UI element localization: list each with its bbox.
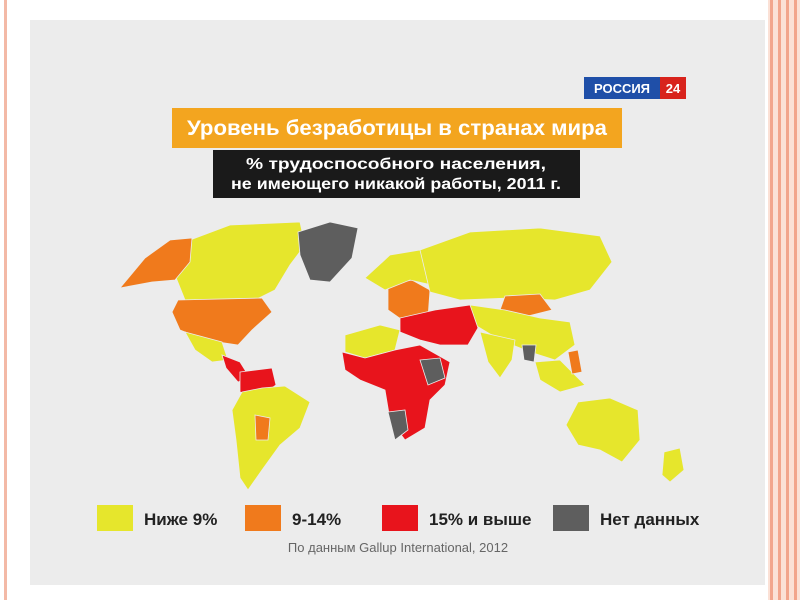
legend-label: Нет данных [600,510,700,529]
legend-swatch [553,505,589,531]
new-zealand [661,447,685,483]
bolivia [254,414,271,441]
logo-number: 24 [666,81,681,96]
subtitle-line: % трудоспособного населения, [246,156,546,173]
philippines [567,349,583,375]
logo-name: РОССИЯ [594,81,650,96]
legend: Ниже 9% 9-14% 15% и выше Нет данных [97,505,700,531]
india [479,331,516,379]
greenland [297,221,359,283]
left-border [4,0,7,600]
legend-label: 15% и выше [429,510,532,529]
title-banner [172,108,622,148]
alaska [118,237,193,289]
source: По данным Gallup International, 2012 [288,540,508,555]
horn-of-africa [419,357,446,386]
middle-east [399,304,479,346]
legend-swatch [382,505,418,531]
russia [419,227,613,301]
mexico [184,331,229,363]
title: Уровень безработицы в странах мира [187,117,607,140]
china [469,304,576,361]
legend-swatch [245,505,281,531]
south-america [231,385,311,491]
southern-africa-gap [387,409,409,441]
canada [174,221,306,301]
legend-label: Ниже 9% [144,510,217,529]
myanmar [521,344,537,363]
subtitle-box [213,150,580,198]
channel-logo: РОССИЯ 24 [584,77,686,99]
legend-label: 9-14% [292,510,341,529]
legend-swatch [97,505,133,531]
usa [171,297,273,346]
australia [565,397,641,463]
right-border [768,0,800,600]
world-map [118,221,685,491]
subtitle-line: не имеющего никакой работы, 2011 г. [231,176,561,193]
southeast-asia [534,359,586,393]
